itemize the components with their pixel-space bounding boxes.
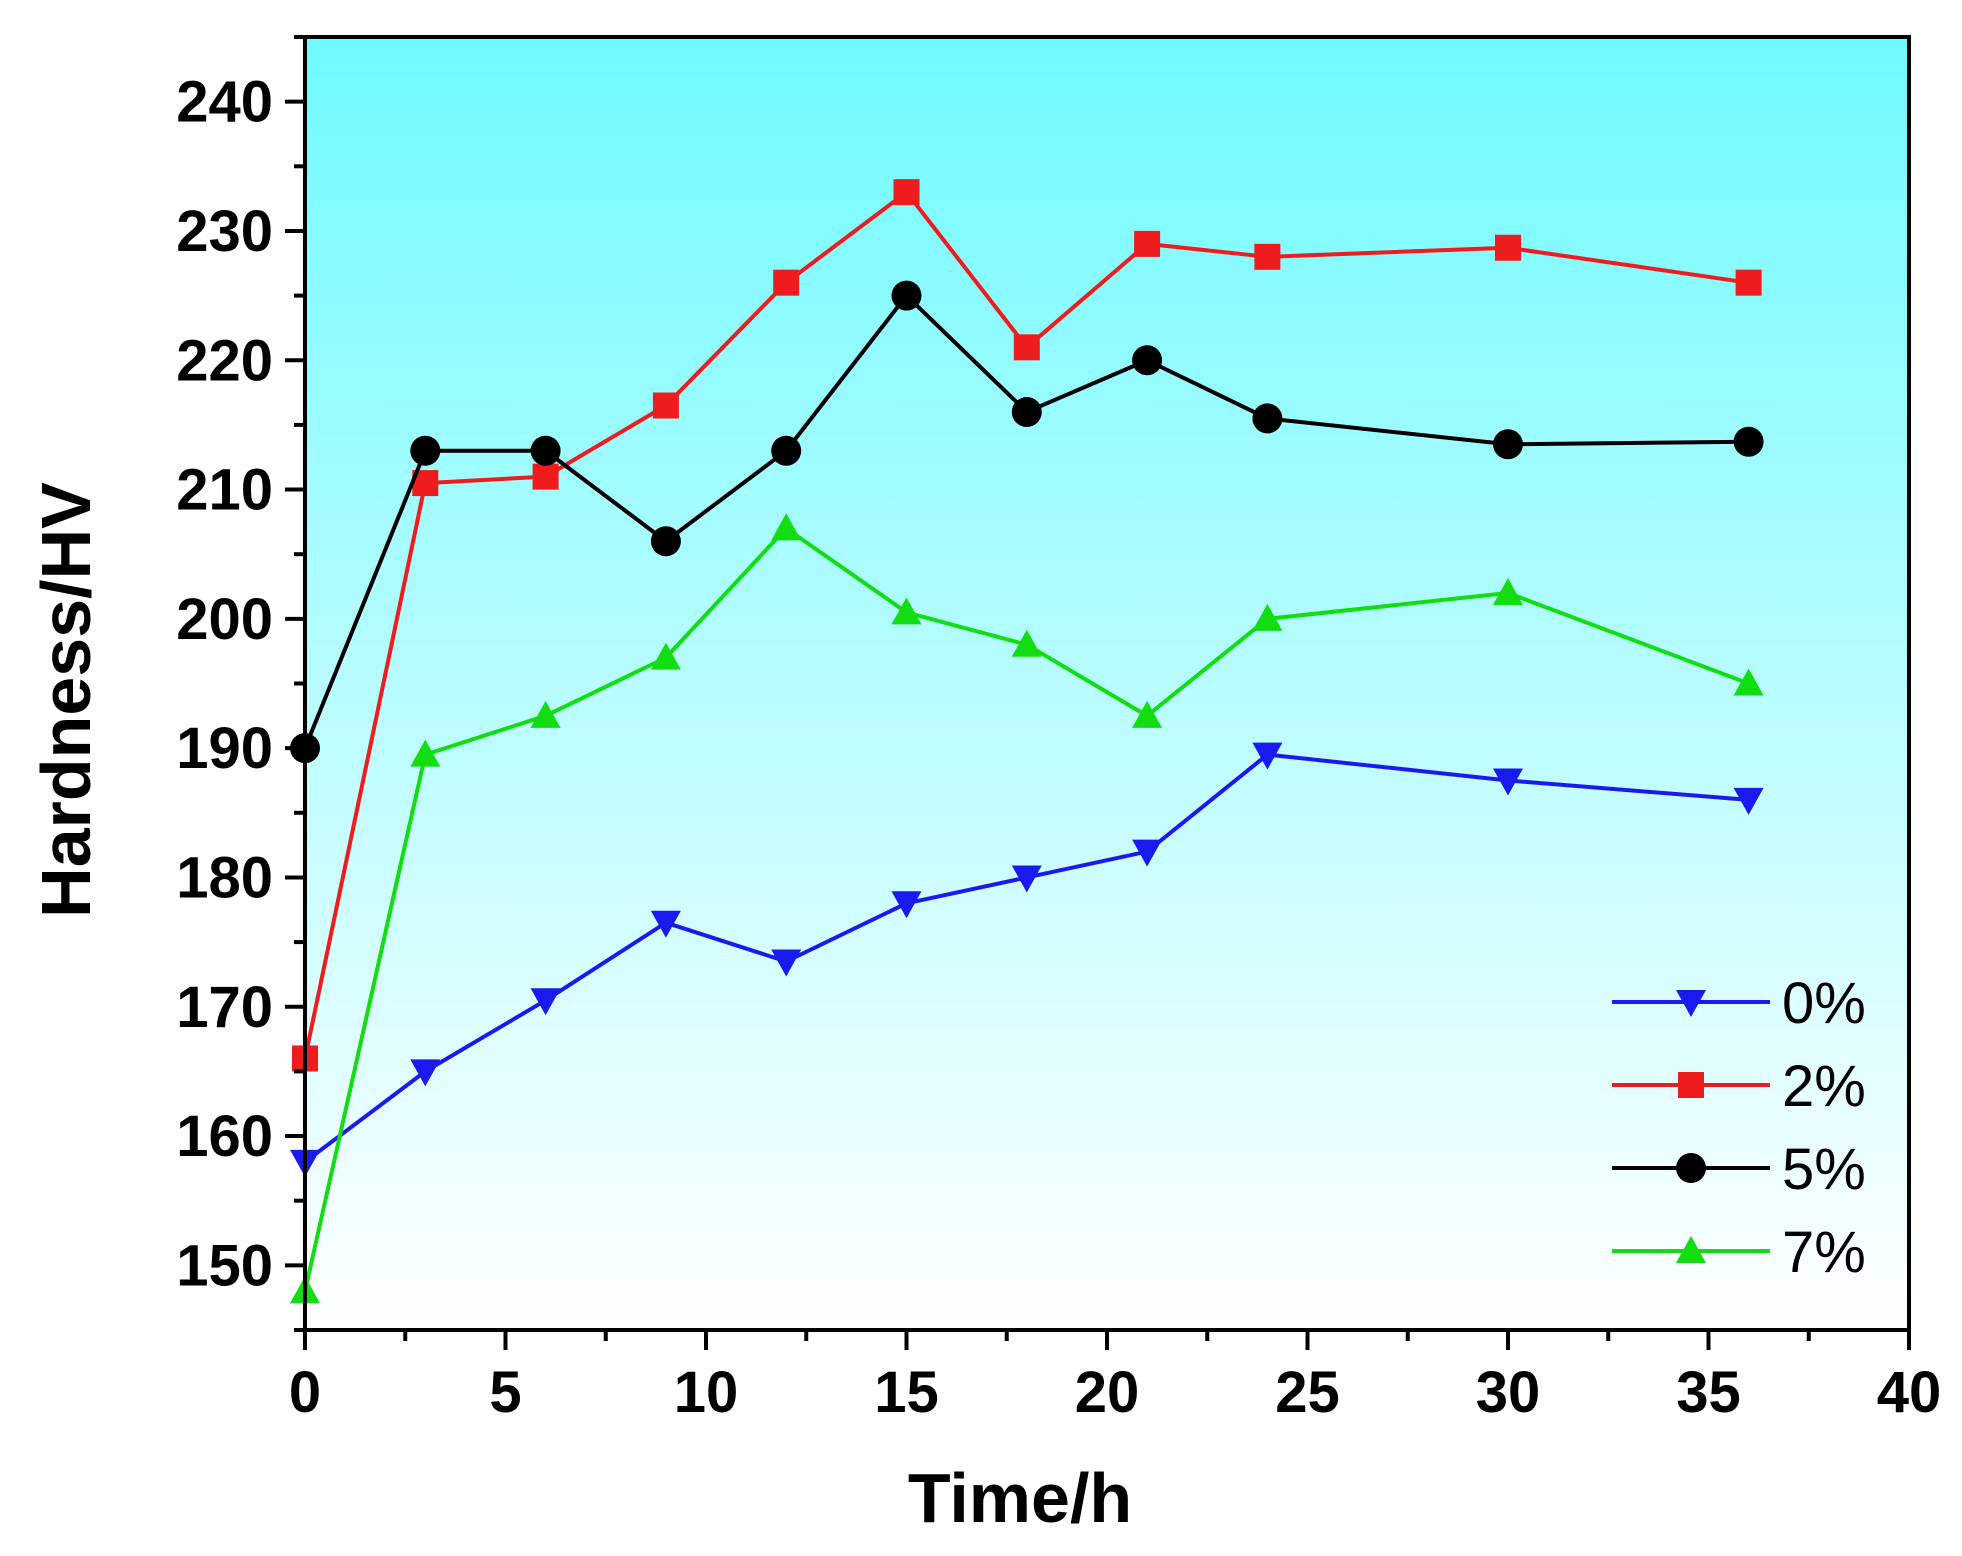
y-tick-label: 150 [176,1233,273,1298]
data-point [530,700,561,728]
data-point [530,435,561,466]
x-tick-label: 5 [489,1360,521,1425]
legend-item: 0% [1612,971,1866,1036]
data-point [1011,629,1042,657]
x-tick-label: 30 [1476,1360,1541,1425]
data-point [1733,787,1764,815]
data-point [891,280,922,311]
data-point [530,988,561,1016]
y-tick-label: 180 [176,845,273,910]
data-point [652,392,679,419]
x-tick-label: 40 [1877,1360,1942,1425]
series-7pct [290,513,1764,1304]
legend-item: 2% [1612,1054,1866,1119]
data-point [1132,700,1163,728]
series-2pct [292,179,1762,1072]
data-point [650,910,681,938]
data-point [1252,742,1283,770]
x-tick-label: 0 [289,1360,321,1425]
series-layer [290,179,1764,1304]
data-point [1493,577,1523,605]
data-point [1733,426,1764,457]
legend-label: 2% [1782,1054,1866,1119]
axes: 0 5 10 15 20 25 30 35 40 150 160 170 180 190 200 210 22… [176,35,1941,1425]
legend: 0% 2% 5% 7% [1612,971,1866,1285]
x-tick-label: 15 [874,1360,939,1425]
plot-area [305,37,1909,1330]
data-point [532,463,559,490]
data-point [891,597,922,625]
x-axis-title: Time/h [908,1459,1132,1537]
data-point [1134,230,1161,257]
legend-item: 5% [1612,1137,1866,1202]
legend-marker [1676,1236,1706,1263]
data-point [1132,839,1163,867]
legend-marker [1676,1153,1706,1183]
y-axis-ticks: 150 160 170 180 190 200 210 220 230 240 [176,35,305,1332]
legend-label: 7% [1782,1220,1866,1285]
data-point [1252,603,1283,631]
data-point [1013,334,1040,361]
legend-marker [1676,990,1706,1017]
series-0pct [290,742,1764,1177]
data-point [1495,234,1521,261]
y-tick-label: 220 [176,328,273,393]
data-point [771,435,802,466]
data-point [650,642,681,670]
data-point [1252,403,1283,434]
y-axis-title: Hardness/HV [27,482,105,918]
data-point [1493,768,1523,796]
y-tick-label: 210 [176,458,273,523]
y-tick-label: 240 [176,70,273,135]
x-tick-label: 10 [674,1360,739,1425]
legend-label: 5% [1782,1137,1866,1202]
data-point [891,891,922,919]
y-tick-label: 160 [176,1104,273,1169]
data-point [1493,429,1523,460]
data-point [771,949,802,977]
y-tick-label: 230 [176,199,273,264]
x-axis-ticks: 0 5 10 15 20 25 30 35 40 [289,1330,1941,1425]
data-point [1254,243,1281,270]
x-tick-label: 25 [1275,1360,1340,1425]
x-tick-label: 35 [1676,1360,1741,1425]
data-point [410,1059,441,1087]
data-point [893,179,920,206]
data-point [771,513,802,541]
data-point [773,269,800,296]
data-point [410,739,441,767]
y-tick-label: 170 [176,975,273,1040]
y-tick-label: 200 [176,587,273,652]
legend-item: 7% [1612,1220,1866,1285]
data-point [1011,865,1042,893]
data-point [1011,396,1042,427]
y-tick-label: 190 [176,716,273,781]
legend-marker [1678,1072,1704,1098]
data-point [1132,345,1163,376]
legend-label: 0% [1782,971,1866,1036]
data-point [1735,269,1762,296]
x-tick-label: 20 [1075,1360,1140,1425]
data-point [410,435,441,466]
series-5pct [290,280,1764,764]
data-point [1733,668,1764,696]
data-point [650,526,681,557]
